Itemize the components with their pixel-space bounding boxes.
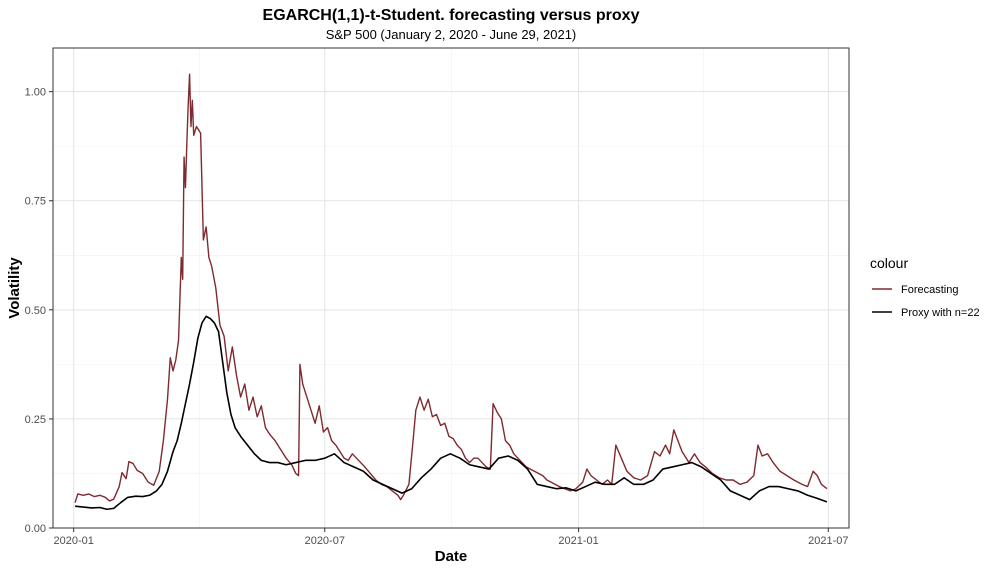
- legend-label: Proxy with n=22: [901, 307, 980, 319]
- y-tick-label: 1.00: [25, 87, 46, 99]
- series-group: [74, 73, 828, 511]
- x-tick-label: 2020-01: [54, 535, 94, 547]
- x-tick-label: 2020-07: [305, 535, 345, 547]
- x-axis-ticks: 2020-01 2020-07 2021-01 2021-07: [54, 528, 848, 547]
- y-tick-label: 0.00: [25, 523, 46, 535]
- y-tick-label: 0.75: [25, 196, 46, 208]
- series-line-forecasting: [74, 73, 828, 503]
- legend-title: colour: [870, 255, 908, 271]
- grid-minor: [53, 48, 849, 528]
- x-tick-label: 2021-01: [558, 535, 598, 547]
- plot-border: [52, 47, 850, 529]
- legend-items: Forecasting Proxy with n=22: [872, 284, 980, 319]
- y-axis-ticks: 0.00 0.25 0.50 0.75 1.00: [25, 87, 53, 535]
- x-axis-title: Date: [435, 548, 468, 565]
- legend-label: Forecasting: [901, 284, 958, 296]
- y-tick-label: 0.50: [25, 305, 46, 317]
- series-line-proxy: [74, 315, 828, 511]
- x-tick-label: 2021-07: [808, 535, 848, 547]
- y-axis-title: Volatility: [6, 257, 23, 319]
- chart-subtitle: S&P 500 (January 2, 2020 - June 29, 2021…: [326, 27, 577, 42]
- legend: colour Forecasting Proxy with n=22: [870, 255, 980, 319]
- chart-title: EGARCH(1,1)-t-Student. forecasting versu…: [263, 7, 640, 24]
- plot-background: [53, 48, 849, 528]
- y-tick-label: 0.25: [25, 414, 46, 426]
